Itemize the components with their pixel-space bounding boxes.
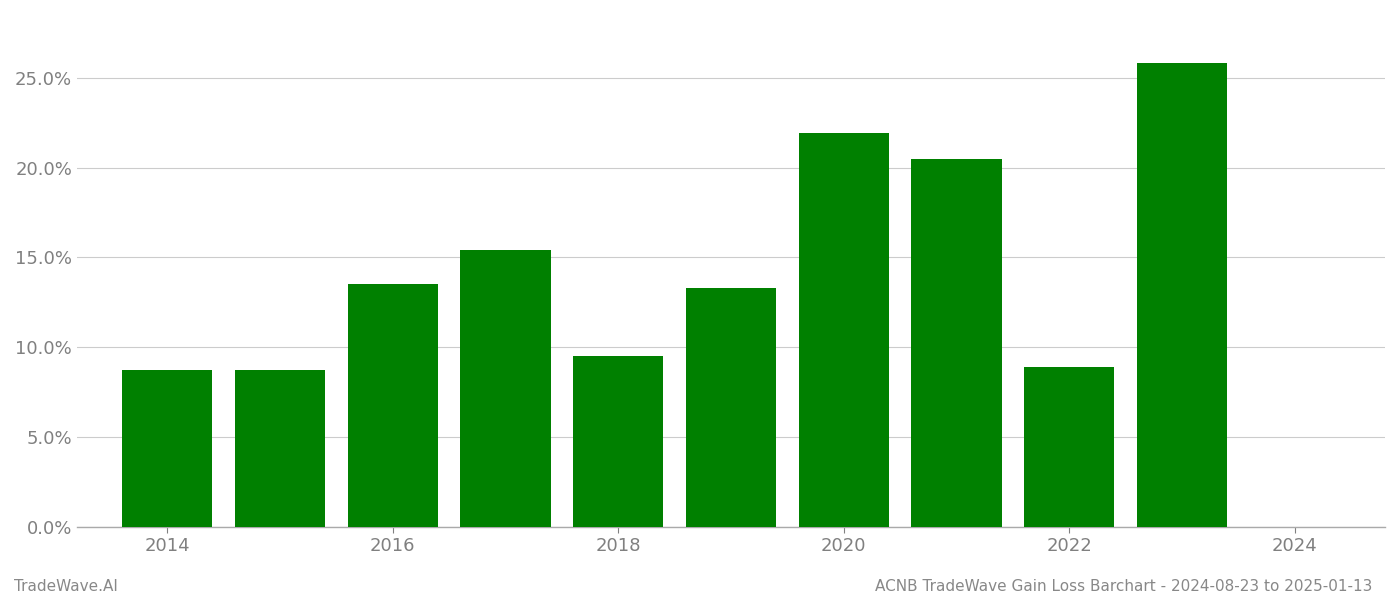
Bar (1137, 64, 1228, 527)
Bar (461, 250, 550, 527)
Bar (1025, 367, 1114, 527)
Bar (686, 288, 776, 527)
Bar (798, 133, 889, 527)
Text: TradeWave.AI: TradeWave.AI (14, 579, 118, 594)
Text: ACNB TradeWave Gain Loss Barchart - 2024-08-23 to 2025-01-13: ACNB TradeWave Gain Loss Barchart - 2024… (875, 579, 1372, 594)
Bar (122, 370, 213, 527)
Bar (573, 356, 664, 527)
Bar (911, 158, 1001, 527)
Bar (347, 284, 438, 527)
Bar (235, 370, 325, 527)
